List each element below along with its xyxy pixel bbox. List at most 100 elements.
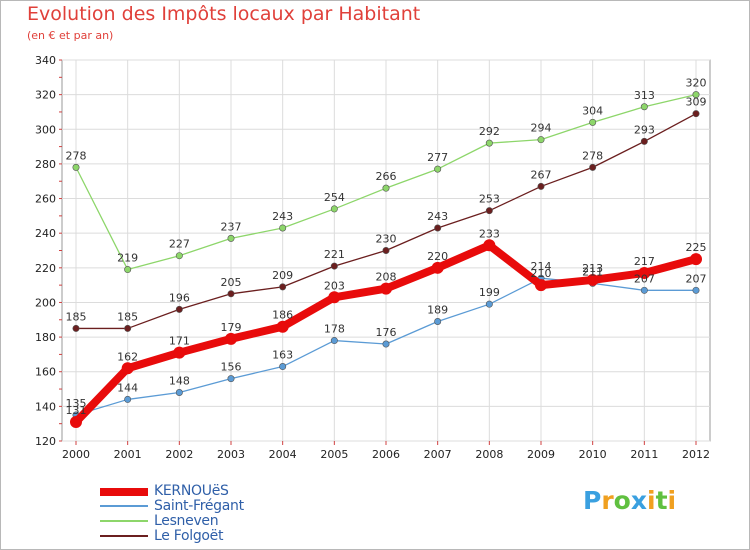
x-tick-label: 2008: [475, 448, 503, 461]
y-tick-label: 280: [35, 158, 56, 171]
data-point: [330, 205, 338, 213]
data-point: [434, 165, 442, 173]
data-label: 292: [479, 125, 500, 138]
data-label: 233: [479, 227, 500, 240]
data-point: [434, 224, 442, 232]
data-point: [586, 273, 599, 286]
data-label: 144: [117, 381, 138, 394]
data-point: [485, 139, 493, 147]
y-tick-label: 200: [35, 296, 56, 309]
y-tick-label: 320: [35, 89, 56, 102]
logo-letter: i: [647, 486, 656, 515]
data-label: 162: [117, 350, 138, 363]
data-point: [485, 207, 493, 215]
data-point: [380, 282, 392, 295]
proxiti-logo: Proxiti: [583, 486, 676, 515]
data-point: [483, 239, 496, 252]
legend-item-lesneven: Lesneven: [100, 513, 360, 529]
legend-label-lesneven: Lesneven: [154, 513, 219, 529]
data-label: 189: [427, 304, 448, 317]
data-point: [72, 324, 80, 332]
data-label: 294: [531, 122, 552, 135]
x-tick-label: 2006: [372, 448, 400, 461]
data-label: 278: [582, 149, 603, 162]
data-point: [638, 267, 651, 280]
data-label: 230: [376, 233, 397, 246]
x-tick-label: 2002: [165, 448, 193, 461]
data-point: [535, 279, 547, 292]
data-label: 163: [272, 349, 293, 362]
y-tick-label: 340: [35, 54, 56, 67]
y-tick-label: 180: [35, 331, 56, 344]
legend-swatch-lesneven: [100, 520, 148, 522]
data-label: 309: [686, 96, 707, 109]
legend-item-kernoues: KERNOUëS: [100, 483, 360, 499]
data-point: [434, 318, 442, 326]
data-label: 131: [66, 404, 87, 417]
data-label: 156: [221, 361, 242, 374]
data-point: [227, 375, 235, 383]
logo-letter: P: [583, 486, 602, 515]
data-point: [175, 252, 183, 260]
data-label: 207: [634, 272, 655, 285]
y-tick-label: 120: [35, 435, 56, 448]
y-tick-label: 220: [35, 262, 56, 275]
data-label: 243: [272, 210, 293, 223]
y-tick-label: 300: [35, 123, 56, 136]
data-point: [276, 320, 289, 333]
data-point: [692, 91, 700, 99]
data-label: 186: [272, 309, 293, 322]
data-point: [72, 163, 80, 171]
data-label: 253: [479, 193, 500, 206]
data-point: [690, 253, 702, 266]
data-point: [121, 362, 134, 375]
y-tick-label: 140: [35, 400, 56, 413]
data-point: [227, 290, 235, 298]
y-tick-label: 260: [35, 193, 56, 206]
data-label: 179: [221, 321, 242, 334]
data-point: [692, 286, 700, 294]
x-tick-label: 2005: [320, 448, 348, 461]
data-label: 254: [324, 191, 345, 204]
x-tick-label: 2009: [527, 448, 555, 461]
data-point: [431, 261, 444, 274]
data-label: 237: [221, 220, 242, 233]
data-point: [382, 340, 390, 348]
logo-letter: t: [655, 486, 668, 515]
data-point: [330, 337, 338, 345]
data-label: 185: [117, 310, 138, 323]
chart-subtitle: (en € et par an): [27, 29, 114, 42]
data-label: 205: [221, 276, 242, 289]
data-point: [173, 346, 186, 359]
data-label: 221: [324, 248, 345, 261]
data-point: [382, 184, 390, 192]
data-label: 185: [66, 310, 87, 323]
data-point: [225, 332, 237, 345]
data-label: 176: [376, 326, 397, 339]
legend-item-le-folgoet: Le Folgoët: [100, 528, 360, 544]
data-point: [328, 291, 341, 304]
data-label: 213: [582, 262, 603, 275]
data-point: [640, 103, 648, 111]
data-label: 211: [582, 265, 603, 278]
data-label: 148: [169, 375, 190, 388]
x-tick-label: 2012: [682, 448, 710, 461]
data-point: [640, 137, 648, 145]
data-point: [485, 300, 493, 308]
x-tick-label: 2010: [579, 448, 607, 461]
data-label: 196: [169, 291, 190, 304]
data-label: 313: [634, 89, 655, 102]
chart-title: Evolution des Impôts locaux par Habitant: [27, 3, 421, 25]
data-point: [330, 262, 338, 270]
data-label: 243: [427, 210, 448, 223]
data-label: 293: [634, 123, 655, 136]
legend-swatch-le-folgoet: [100, 535, 148, 537]
logo-letter: o: [613, 486, 631, 515]
legend-item-saint-fregant: Saint-Frégant: [100, 498, 360, 514]
legend-label-saint-fregant: Saint-Frégant: [154, 498, 244, 514]
x-tick-label: 2007: [424, 448, 452, 461]
data-label: 267: [531, 168, 552, 181]
x-tick-label: 2001: [114, 448, 142, 461]
data-label: 220: [427, 250, 448, 263]
